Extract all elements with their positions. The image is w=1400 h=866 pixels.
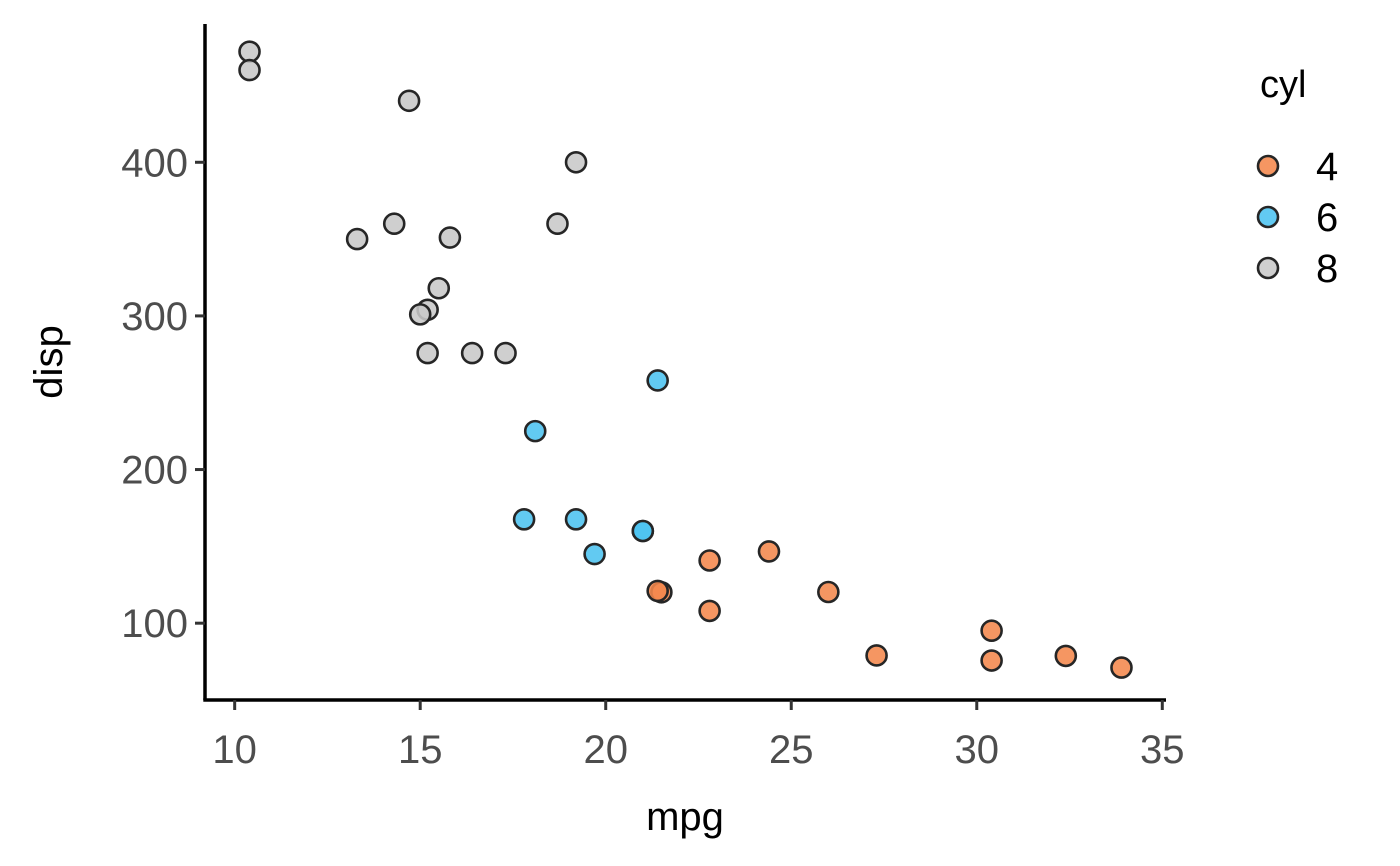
data-point-cyl-4 [865, 644, 888, 667]
data-point-cyl-8 [564, 150, 588, 174]
data-point-cyl-6 [523, 419, 547, 443]
legend-key-8 [1256, 256, 1280, 280]
data-point-cyl-6 [512, 508, 536, 531]
legend-label-6: 6 [1316, 196, 1338, 240]
data-point-cyl-8 [494, 341, 517, 365]
data-point-cyl-8 [416, 341, 439, 365]
data-point-cyl-8 [382, 212, 406, 236]
x-axis-title: mpg [646, 795, 724, 839]
data-point-cyl-8 [408, 303, 432, 326]
x-tick-label: 10 [212, 728, 257, 772]
data-point-cyl-8 [546, 212, 569, 236]
data-point-cyl-6 [564, 508, 588, 531]
y-tick-label: 300 [121, 295, 188, 339]
y-tick-label: 400 [121, 141, 188, 185]
data-point-cyl-4 [757, 540, 781, 563]
y-axis: 100 200 300 400 [121, 141, 205, 646]
data-point-cyl-8 [345, 227, 369, 251]
legend-label-4: 4 [1316, 145, 1338, 189]
data-point-cyl-4 [646, 579, 669, 603]
data-point-cyl-8 [397, 89, 421, 113]
data-point-cyl-8 [238, 40, 261, 63]
legend: cyl 4 6 8 [1256, 64, 1338, 291]
data-point-cyl-4 [980, 649, 1003, 672]
data-point-cyl-4 [698, 599, 721, 623]
data-point-cyl-4 [980, 619, 1003, 643]
data-point-cyl-6 [631, 519, 655, 543]
data-point-cyl-8 [438, 226, 462, 249]
x-axis: 10 15 20 25 30 35 [212, 700, 1185, 772]
y-axis-title: disp [27, 325, 71, 398]
legend-title: cyl [1260, 64, 1306, 106]
x-tick-label: 30 [955, 728, 1000, 772]
x-tick-label: 20 [583, 728, 628, 772]
y-tick-label: 100 [121, 602, 188, 646]
x-tick-label: 25 [769, 728, 814, 772]
data-point-cyl-6 [583, 542, 606, 566]
data-point-cyl-4 [1110, 656, 1133, 679]
data-point-cyl-4 [698, 549, 721, 572]
legend-key-4 [1256, 154, 1280, 178]
x-tick-label: 35 [1140, 728, 1185, 772]
legend-label-8: 8 [1316, 247, 1338, 291]
y-tick-label: 200 [121, 449, 188, 493]
data-point-cyl-4 [817, 580, 840, 604]
data-point-cyl-8 [427, 276, 451, 300]
data-point-cyl-8 [238, 58, 261, 82]
data-point-cyl-4 [1054, 644, 1078, 668]
data-point-cyl-6 [646, 369, 669, 392]
plot-points [238, 40, 1133, 679]
data-point-cyl-8 [460, 341, 484, 365]
legend-key-6 [1256, 205, 1280, 229]
legend-items: 4 6 8 [1256, 145, 1338, 291]
x-tick-label: 15 [398, 728, 443, 772]
